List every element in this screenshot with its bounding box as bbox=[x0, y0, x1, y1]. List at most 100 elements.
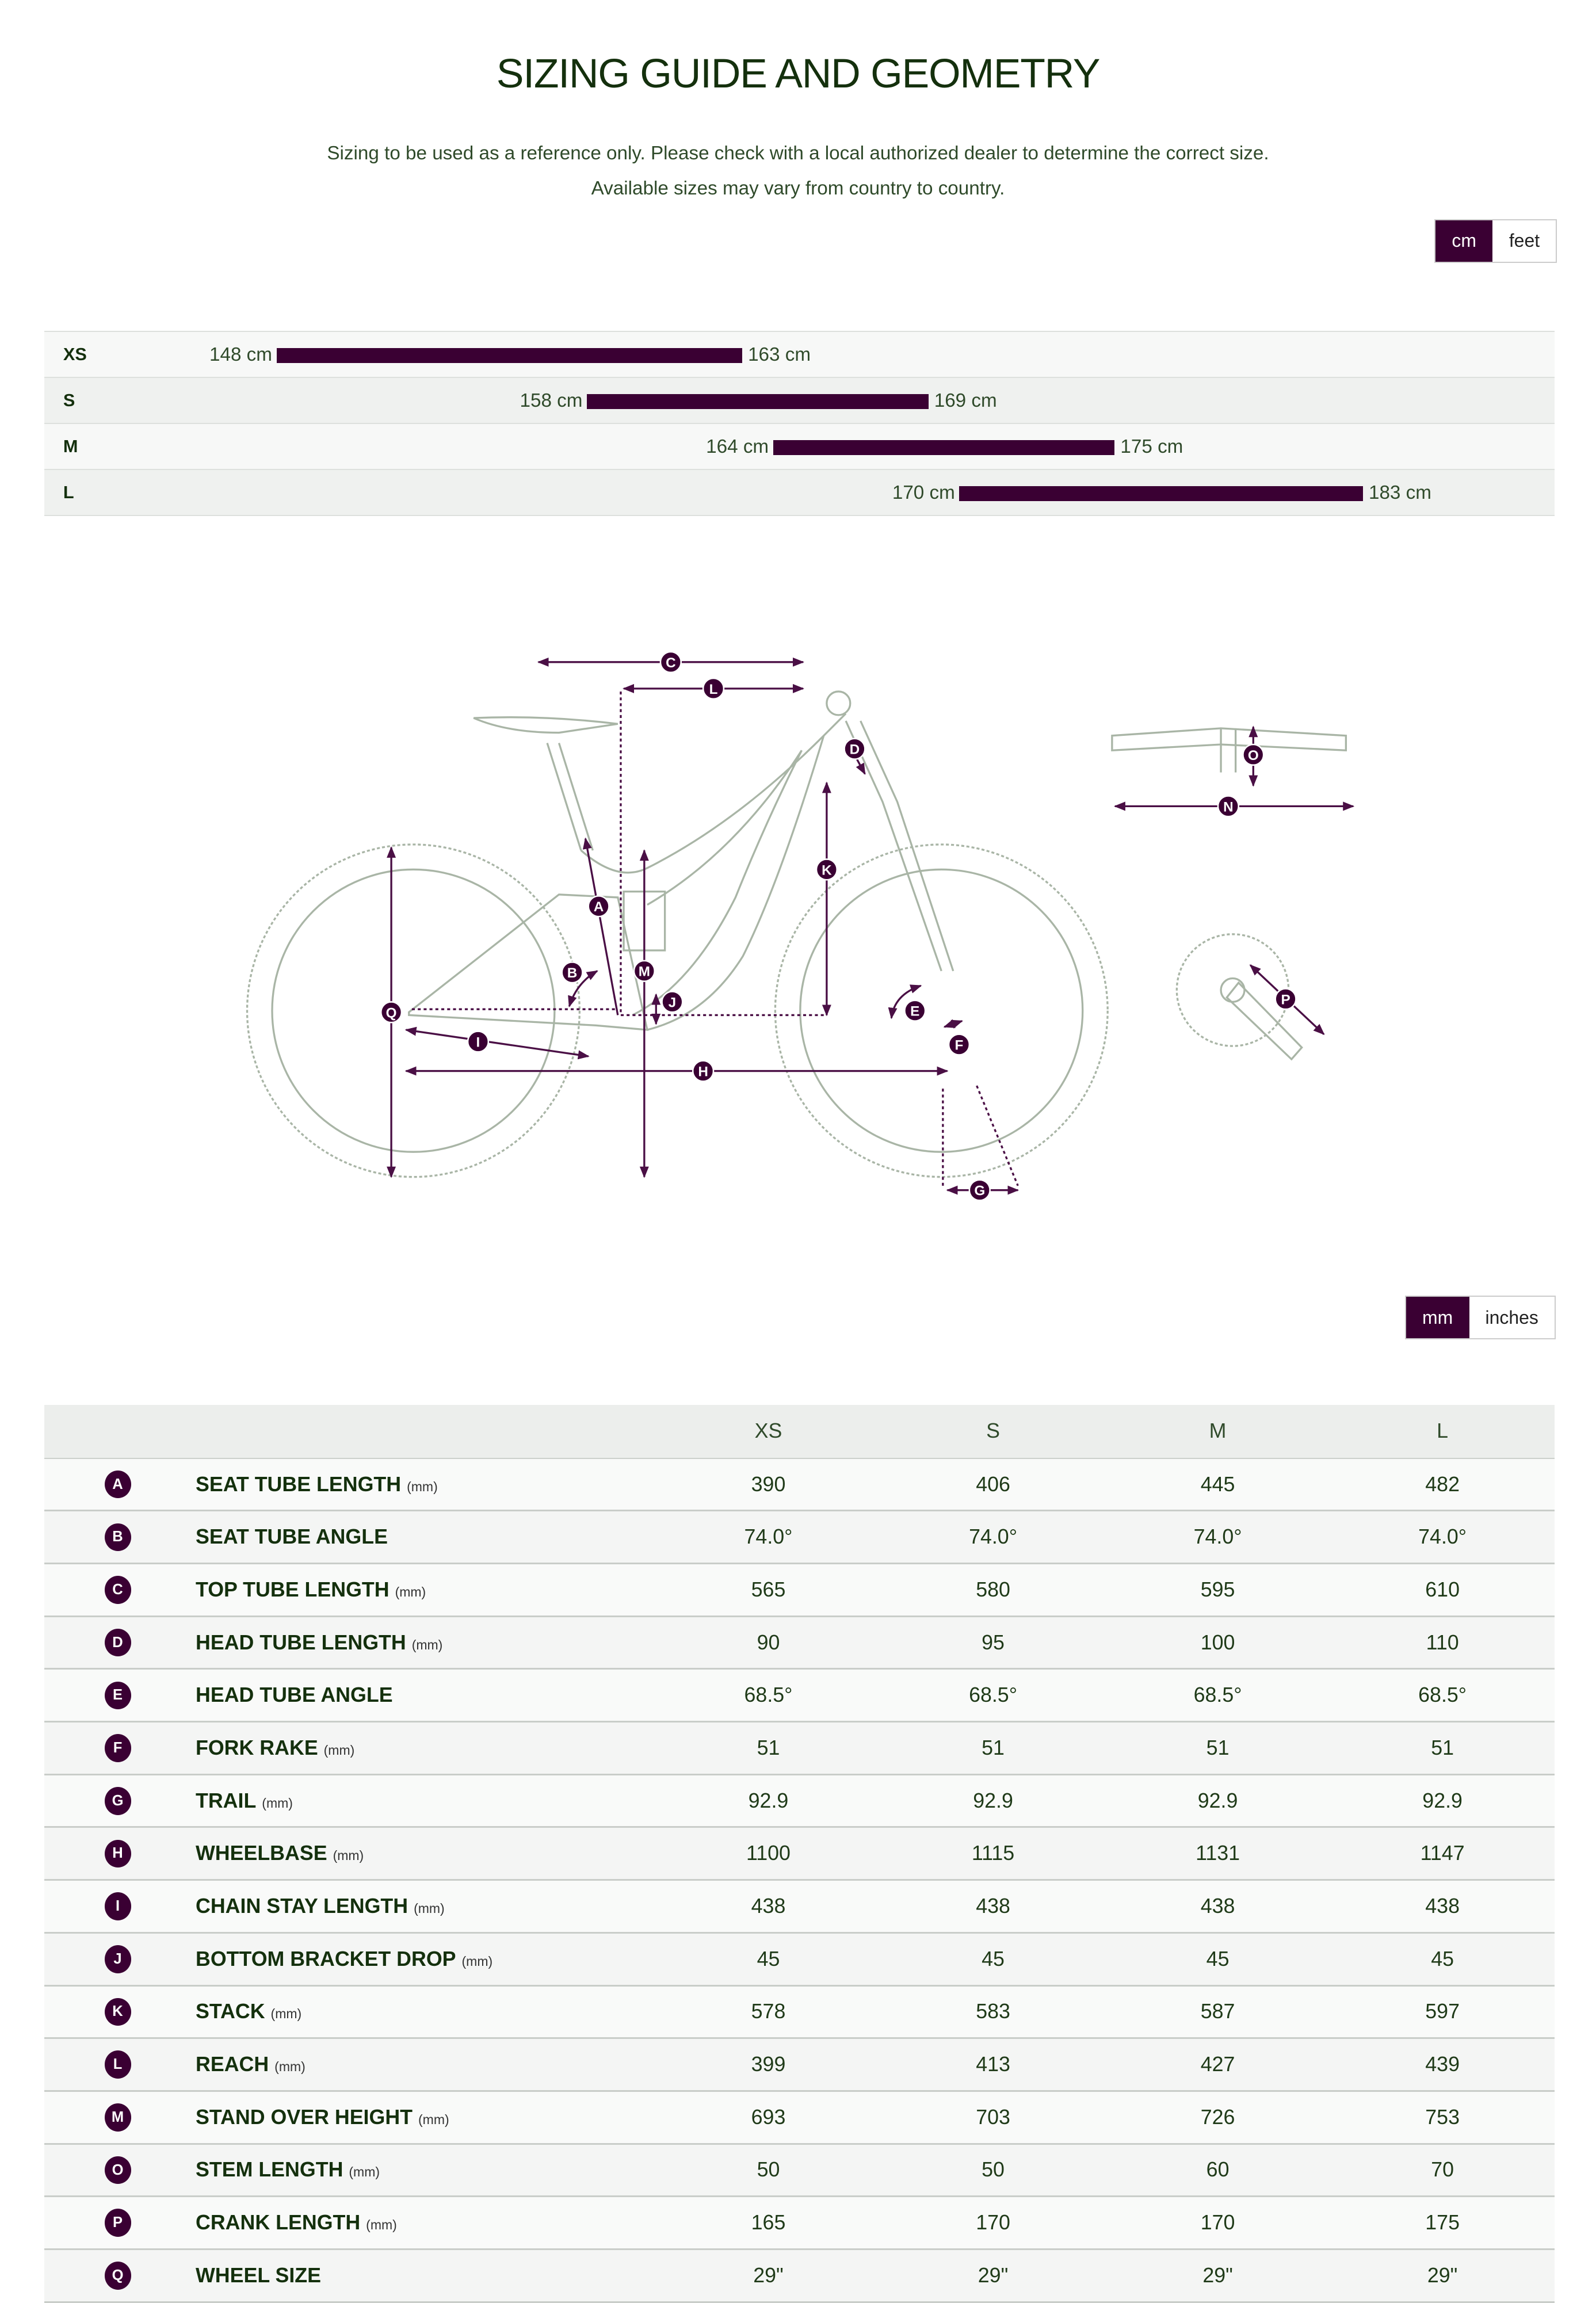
svg-text:K: K bbox=[822, 862, 832, 878]
diagram-badge-i: I bbox=[467, 1030, 490, 1053]
parameter-name: TRAIL bbox=[195, 1789, 257, 1812]
size-row-l: L 170 cm 183 cm bbox=[44, 470, 1555, 517]
value-cell: 390 bbox=[656, 1458, 881, 1512]
value-cell: 29" bbox=[656, 2249, 881, 2303]
height-unit-toggle[interactable]: cm feet bbox=[1434, 219, 1557, 263]
diagram-badge-f: F bbox=[948, 1033, 971, 1056]
unit-cm-button[interactable]: cm bbox=[1435, 220, 1493, 262]
stem-detail bbox=[1220, 728, 1237, 773]
svg-text:P: P bbox=[1281, 992, 1290, 1007]
value-cell: 693 bbox=[656, 2091, 881, 2145]
value-cell: 74.0° bbox=[1330, 1510, 1555, 1565]
value-cell: 1147 bbox=[1330, 1827, 1555, 1881]
value-cell: 438 bbox=[880, 1880, 1106, 1934]
rear-triangle bbox=[408, 893, 649, 1031]
height-range-bar bbox=[276, 348, 742, 363]
value-cell: 29" bbox=[880, 2249, 1106, 2303]
geometry-row-q: Q WHEEL SIZE 29" 29" 29" 29" bbox=[44, 2249, 1555, 2303]
min-height-label: 158 cm bbox=[520, 389, 583, 411]
geometry-table: XS S M L A SEAT TUBE LENGTH (mm) 390 406 44… bbox=[44, 1404, 1555, 2303]
value-cell: 439 bbox=[1330, 2038, 1555, 2092]
stem-clamp bbox=[826, 690, 852, 716]
value-cell: 51 bbox=[880, 1721, 1106, 1775]
handlebar bbox=[1111, 727, 1347, 751]
value-cell: 70 bbox=[1330, 2144, 1555, 2198]
rider-height-chart: XS 148 cm 163 cm S 158 cm 169 cm M 164 cm … bbox=[44, 331, 1555, 517]
min-height-label: 170 cm bbox=[892, 482, 955, 503]
parameter-unit: (mm) bbox=[262, 1795, 293, 1811]
size-row-m: M 164 cm 175 cm bbox=[44, 424, 1555, 471]
value-cell: 51 bbox=[656, 1721, 881, 1775]
diagram-badge-a: A bbox=[587, 895, 610, 918]
value-cell: 482 bbox=[1330, 1458, 1555, 1512]
parameter-unit: (mm) bbox=[333, 1848, 364, 1863]
col-header-l: L bbox=[1330, 1404, 1555, 1459]
svg-text:J: J bbox=[669, 995, 677, 1010]
value-cell: 597 bbox=[1330, 1985, 1555, 2040]
value-cell: 50 bbox=[656, 2144, 881, 2198]
parameter-name: HEAD TUBE ANGLE bbox=[195, 1683, 393, 1707]
value-cell: 753 bbox=[1330, 2091, 1555, 2145]
value-cell: 427 bbox=[1105, 2038, 1330, 2092]
parameter-name: HEAD TUBE LENGTH bbox=[195, 1630, 406, 1654]
min-height-label: 164 cm bbox=[706, 436, 769, 457]
svg-text:B: B bbox=[567, 965, 578, 981]
unit-mm-button[interactable]: mm bbox=[1406, 1297, 1469, 1339]
value-cell: 92.9 bbox=[656, 1774, 881, 1828]
height-range-bar bbox=[587, 394, 929, 409]
value-cell: 413 bbox=[880, 2038, 1106, 2092]
parameter-unit: (mm) bbox=[418, 2111, 449, 2127]
letter-badge: G bbox=[104, 1786, 131, 1815]
parameter-unit: (mm) bbox=[270, 2006, 302, 2022]
value-cell: 92.9 bbox=[1105, 1774, 1330, 1828]
value-cell: 175 bbox=[1330, 2196, 1555, 2250]
value-cell: 445 bbox=[1105, 1458, 1330, 1512]
svg-text:F: F bbox=[955, 1037, 964, 1053]
size-row-s: S 158 cm 169 cm bbox=[44, 378, 1555, 425]
value-cell: 580 bbox=[880, 1563, 1106, 1617]
geometry-row-f: F FORK RAKE (mm) 51 51 51 51 bbox=[44, 1721, 1555, 1775]
svg-text:G: G bbox=[974, 1183, 985, 1198]
value-cell: 45 bbox=[1105, 1932, 1330, 1987]
parameter-name: REACH bbox=[195, 2053, 269, 2076]
value-cell: 438 bbox=[1330, 1880, 1555, 1934]
geometry-row-m: M STAND OVER HEIGHT (mm) 693 703 726 753 bbox=[44, 2091, 1555, 2145]
unit-inches-button[interactable]: inches bbox=[1469, 1297, 1555, 1339]
value-cell: 610 bbox=[1330, 1563, 1555, 1617]
value-cell: 45 bbox=[880, 1932, 1106, 1987]
parameter-name: BOTTOM BRACKET DROP bbox=[195, 1947, 456, 1970]
letter-badge: F bbox=[104, 1734, 131, 1762]
dimension-lines bbox=[387, 657, 1355, 1195]
diagram-badge-o: O bbox=[1242, 743, 1265, 766]
parameter-unit: (mm) bbox=[366, 2217, 397, 2233]
letter-badge: D bbox=[104, 1628, 131, 1657]
parameter-name: WHEELBASE bbox=[195, 1842, 327, 1865]
diagram-badge-q: Q bbox=[380, 1000, 403, 1023]
geometry-row-a: A SEAT TUBE LENGTH (mm) 390 406 445 482 bbox=[44, 1458, 1555, 1512]
parameter-unit: (mm) bbox=[274, 2059, 306, 2075]
geometry-row-h: H WHEELBASE (mm) 1100 1115 1131 1147 bbox=[44, 1827, 1555, 1881]
value-cell: 1131 bbox=[1105, 1827, 1330, 1881]
value-cell: 438 bbox=[656, 1880, 881, 1934]
size-label: L bbox=[63, 482, 74, 502]
size-label: S bbox=[63, 389, 75, 410]
value-cell: 587 bbox=[1105, 1985, 1330, 2040]
down-tube bbox=[632, 735, 825, 1031]
letter-badge: C bbox=[104, 1576, 131, 1604]
value-cell: 110 bbox=[1330, 1616, 1555, 1670]
diagram-badge-b: B bbox=[561, 961, 583, 984]
value-cell: 60 bbox=[1105, 2144, 1330, 2198]
diagram-badge-c: C bbox=[659, 651, 682, 673]
seatpost bbox=[546, 742, 594, 851]
letter-badge: Q bbox=[104, 2262, 131, 2290]
geometry-row-g: G TRAIL (mm) 92.9 92.9 92.9 92.9 bbox=[44, 1774, 1555, 1828]
value-cell: 50 bbox=[880, 2144, 1106, 2198]
value-cell: 45 bbox=[656, 1932, 881, 1987]
geometry-unit-toggle[interactable]: mm inches bbox=[1404, 1296, 1556, 1340]
value-cell: 399 bbox=[656, 2038, 881, 2092]
unit-feet-button[interactable]: feet bbox=[1492, 220, 1556, 262]
value-cell: 100 bbox=[1105, 1616, 1330, 1670]
parameter-unit: (mm) bbox=[395, 1584, 426, 1599]
size-row-xs: XS 148 cm 163 cm bbox=[44, 332, 1555, 379]
value-cell: 703 bbox=[880, 2091, 1106, 2145]
